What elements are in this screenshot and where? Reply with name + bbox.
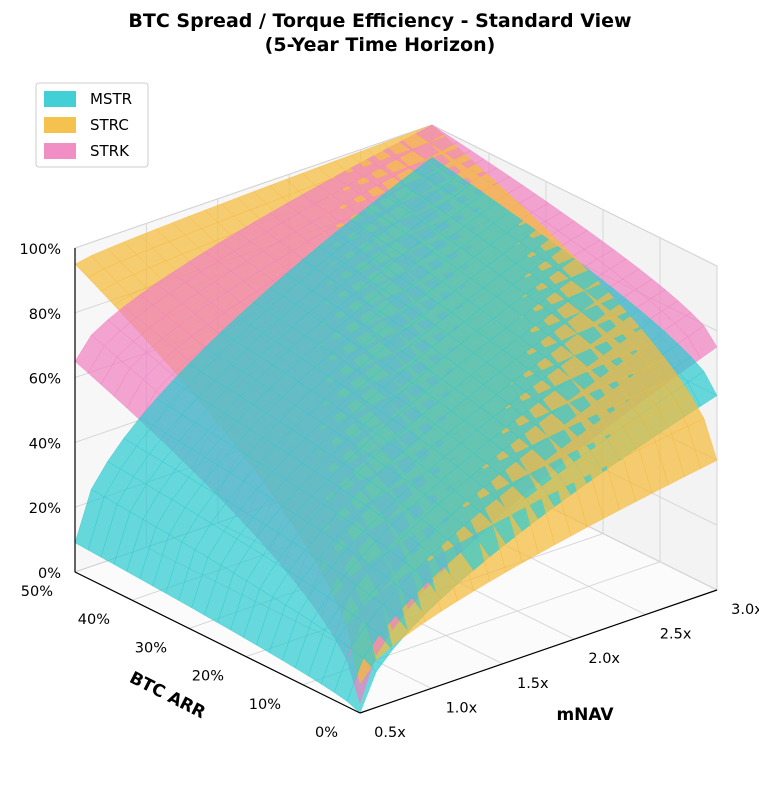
legend-label-strc: STRC [90,116,129,134]
surfaces [74,124,718,714]
x-tick-label-4: 2.5x [660,627,692,643]
x-tick-label-0: 0.5x [374,725,406,741]
y-tick-label-0: 0% [315,725,338,741]
z-tick-label-5: 100% [20,242,61,258]
z-tick-label-3: 60% [29,372,61,388]
grid-z-right-5 [431,124,718,267]
surface-mstr-cell-21-21 [415,157,446,179]
x-axis-line [359,589,718,714]
x-tick-label-3: 2.0x [588,651,620,667]
y-tick-label-1: 10% [249,697,281,713]
y-tick-label-3: 30% [135,640,167,656]
axes-lines [74,248,718,714]
z-tick-label-4: 80% [29,307,61,323]
z-tick-label-1: 20% [29,501,61,517]
x-tick-label-1: 1.0x [446,700,478,716]
x-axis-label: mNAV [556,705,614,725]
legend-label-mstr: MSTR [90,90,132,108]
z-tick-label-2: 40% [29,436,61,452]
chart-title-line-2: (5-Year Time Horizon) [265,34,496,56]
y-axis-line [74,571,361,714]
chart-title-line-1: BTC Spread / Torque Efficiency - Standar… [128,10,631,32]
x-tick-label-5: 3.0x [731,602,759,618]
x-tick-label-2: 1.5x [517,676,549,692]
legend-swatch-mstr [44,91,76,107]
legend-swatch-strk [44,143,76,159]
y-tick-label-2: 20% [192,669,224,685]
legend-swatch-strc [44,117,76,133]
grid-z-left-5 [74,124,433,249]
y-tick-label-4: 40% [78,612,110,628]
legend-label-strk: STRK [90,142,130,160]
tick-labels: 0.5x 1.0x 1.5x 2.0x 2.5x 3.0x 0% 10% 20% 30% 40% 50… [20,242,759,741]
legend: MSTR STRC STRK [35,82,149,168]
y-tick-label-5: 50% [21,584,53,600]
z-tick-label-0: 0% [38,566,61,582]
surface-strk-cell-21-21 [415,124,446,143]
